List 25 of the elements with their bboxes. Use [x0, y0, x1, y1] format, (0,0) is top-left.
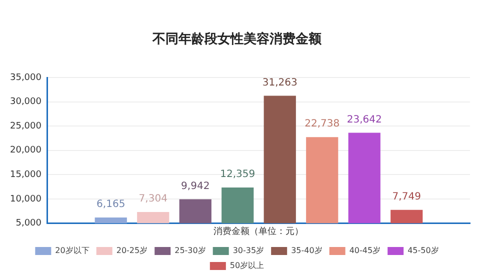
chart-title: 不同年龄段女性美容消费金额 [152, 31, 322, 48]
y-tick-label: 25,000 [10, 121, 42, 132]
legend-label: 50岁以上 [230, 261, 264, 270]
y-tick-label: 20,000 [10, 146, 42, 156]
data-label: 6,165 [96, 199, 126, 210]
data-label: 31,263 [262, 77, 298, 88]
y-tick-label: 15,000 [10, 170, 42, 180]
data-label: 7,304 [138, 194, 168, 205]
legend-label: 40-45岁 [349, 246, 381, 256]
data-label: 23,642 [346, 114, 382, 126]
data-label: 9,942 [181, 180, 210, 192]
y-tick-label: 35,000 [10, 72, 42, 83]
x-tick-label: 消费金额（单位：元） [214, 226, 304, 237]
legend-label: 20岁以下 [55, 246, 90, 256]
legend-label: 30-35岁 [232, 246, 264, 256]
data-label: 12,359 [220, 169, 256, 180]
data-label: 22,738 [304, 118, 340, 130]
legend-label: 45-50岁 [408, 246, 439, 256]
y-tick-label: 30,000 [10, 97, 42, 108]
data-label: 7,749 [392, 191, 421, 202]
y-tick-label: 5,000 [16, 218, 42, 229]
legend-label: 25-30岁 [174, 246, 206, 256]
y-tick-label: 10,000 [10, 194, 42, 204]
legend-label: 20-25岁 [116, 246, 148, 256]
legend-label: 35-40岁 [291, 246, 322, 256]
